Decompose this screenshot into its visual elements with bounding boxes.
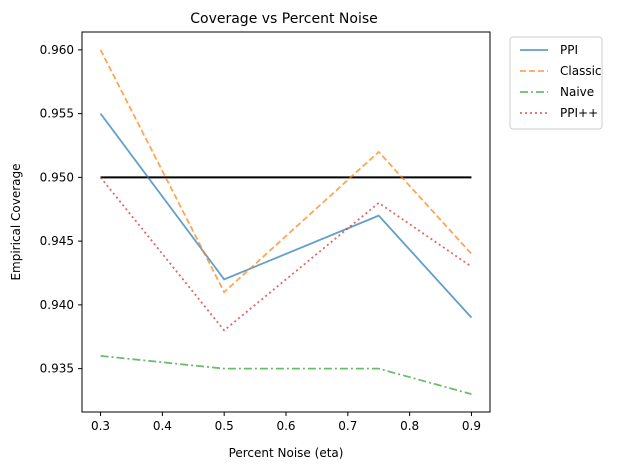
series-line-ppi <box>99 113 473 319</box>
legend-label: PPI++ <box>560 106 598 120</box>
y-tick-label: 0.935 <box>40 362 74 376</box>
chart-title: Coverage vs Percent Noise <box>190 11 378 27</box>
legend-label: Naive <box>560 85 594 99</box>
x-tick-label: 0.7 <box>338 419 357 433</box>
x-tick-label: 0.9 <box>462 419 481 433</box>
x-tick-label: 0.3 <box>91 419 110 433</box>
x-axis-label: Percent Noise (eta) <box>229 446 344 460</box>
legend-label: Classic <box>560 64 602 78</box>
plot-frame <box>81 31 491 413</box>
plot-area <box>99 49 473 396</box>
y-axis: 0.935 0.940 0.945 0.950 0.955 0.960 <box>40 43 82 376</box>
x-tick-label: 0.8 <box>400 419 419 433</box>
series-line-classic <box>99 49 473 294</box>
legend-box <box>509 36 603 130</box>
y-tick-label: 0.950 <box>40 170 74 184</box>
y-tick-label: 0.955 <box>40 107 74 121</box>
y-axis-label: Empirical Coverage <box>9 163 23 280</box>
x-tick-label: 0.5 <box>215 419 234 433</box>
series-line-naive <box>100 354 472 396</box>
x-tick-label: 0.6 <box>276 419 295 433</box>
x-tick-label: 0.4 <box>153 419 172 433</box>
y-tick-label: 0.960 <box>40 43 74 57</box>
y-tick-label: 0.945 <box>40 234 74 248</box>
x-axis: 0.3 0.4 0.5 0.6 0.7 0.8 0.9 <box>91 412 481 433</box>
series-line-ppiplusplus <box>99 176 472 332</box>
legend-label: PPI <box>560 43 578 57</box>
legend: PPI Classic Naive PPI++ <box>509 36 603 130</box>
y-tick-label: 0.940 <box>40 298 74 312</box>
